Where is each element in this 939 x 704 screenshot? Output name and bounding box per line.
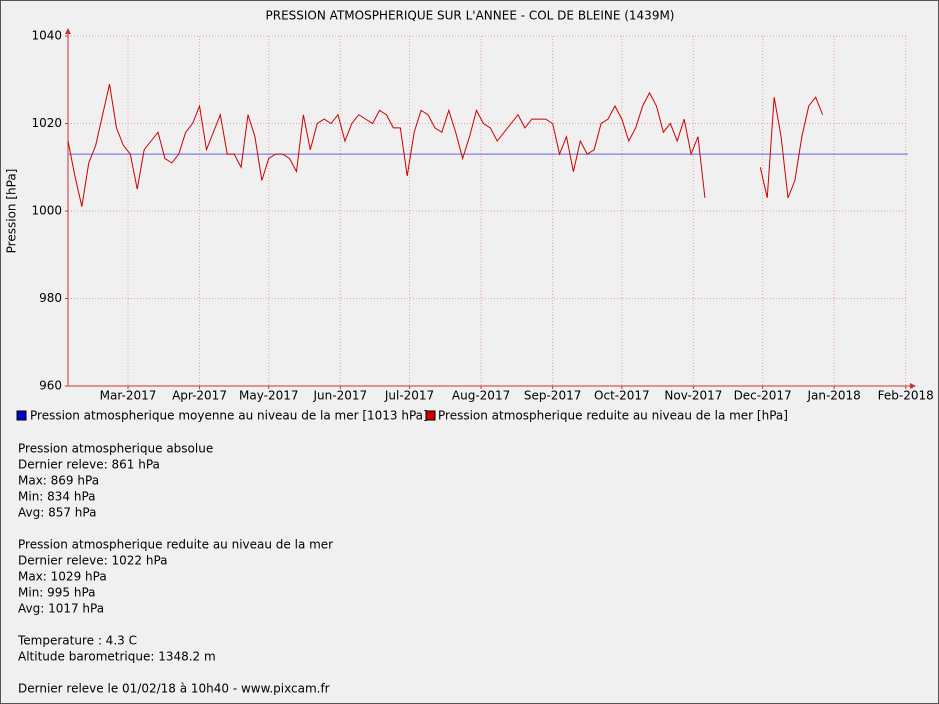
x-tick-label: May-2017 [239, 389, 298, 403]
legend-label: Pression atmospherique reduite au niveau… [438, 409, 788, 423]
axis-arrow [910, 383, 916, 389]
x-tick-label: Jun-2017 [312, 389, 367, 403]
y-axis-title: Pression [hPa] [5, 169, 19, 254]
axis-arrow [65, 28, 71, 34]
info-text: Dernier releve le 01/02/18 à 10h40 - www… [18, 682, 330, 696]
x-tick-label: Oct-2017 [594, 389, 650, 403]
legend-swatch [425, 410, 436, 421]
info-text: Dernier releve: 861 hPa [18, 458, 160, 472]
x-tick-label: Jan-2018 [806, 389, 860, 403]
x-tick-label: Dec-2017 [734, 389, 792, 403]
info-text: Min: 995 hPa [18, 586, 96, 600]
data-line [67, 84, 824, 207]
info-text: Avg: 857 hPa [18, 506, 96, 520]
info-text: Altitude barometrique: 1348.2 m [18, 650, 216, 664]
y-tick-label: 1000 [31, 204, 62, 218]
y-tick-label: 960 [39, 379, 62, 393]
y-tick-label: 1020 [31, 116, 62, 130]
info-text: Pression atmospherique absolue [18, 442, 213, 456]
y-tick-label: 1040 [31, 29, 62, 43]
y-tick-label: 980 [39, 291, 62, 305]
info-text: Dernier releve: 1022 hPa [18, 554, 168, 568]
x-tick-label: Nov-2017 [664, 389, 722, 403]
chart-title: PRESSION ATMOSPHERIQUE SUR L'ANNEE - COL… [266, 9, 675, 23]
info-text: Temperature : 4.3 C [17, 634, 137, 648]
x-tick-label: Aug-2017 [452, 389, 510, 403]
info-text: Max: 869 hPa [18, 474, 99, 488]
x-tick-label: Mar-2017 [100, 389, 157, 403]
legend-label: Pression atmospherique moyenne au niveau… [30, 409, 428, 423]
x-tick-label: Jul-2017 [384, 389, 434, 403]
x-tick-label: Feb-2018 [878, 389, 934, 403]
x-tick-label: Sep-2017 [524, 389, 582, 403]
info-text: Pression atmospherique reduite au niveau… [18, 538, 333, 552]
x-tick-label: Apr-2017 [172, 389, 227, 403]
legend-swatch [16, 410, 27, 421]
info-text: Max: 1029 hPa [18, 570, 107, 584]
info-text: Min: 834 hPa [18, 490, 96, 504]
info-text: Avg: 1017 hPa [18, 602, 104, 616]
